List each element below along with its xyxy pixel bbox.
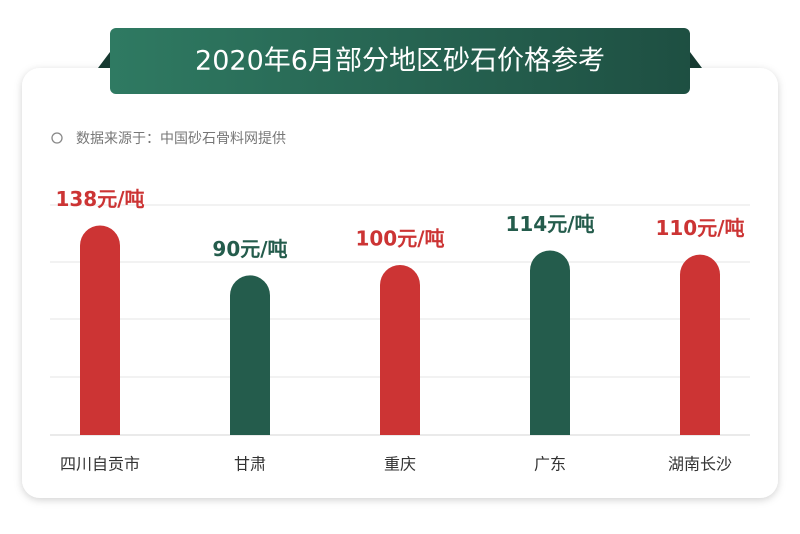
value-label: 138元/吨 — [55, 187, 144, 211]
value-label: 114元/吨 — [505, 212, 594, 236]
bar — [680, 254, 720, 435]
x-tick-label: 四川自贡市 — [60, 455, 140, 474]
bar — [530, 250, 570, 435]
bullet — [51, 132, 63, 144]
subtitle: 数据来源于：中国砂石骨料网提供 — [76, 131, 286, 147]
banner — [110, 28, 690, 94]
bar — [80, 225, 120, 435]
banner-fold — [690, 52, 702, 68]
value-label: 110元/吨 — [655, 216, 744, 240]
x-tick-label: 重庆 — [384, 455, 416, 474]
x-tick-label: 甘肃 — [234, 455, 266, 474]
x-tick-label: 广东 — [534, 455, 566, 474]
banner-fold — [98, 52, 110, 68]
value-label: 90元/吨 — [212, 237, 287, 261]
x-tick-label: 湖南长沙 — [668, 455, 732, 474]
chart-title: 2020年6月部分地区砂石价格参考 — [195, 46, 605, 77]
bar — [230, 275, 270, 435]
bar — [380, 265, 420, 435]
value-label: 100元/吨 — [355, 227, 444, 251]
